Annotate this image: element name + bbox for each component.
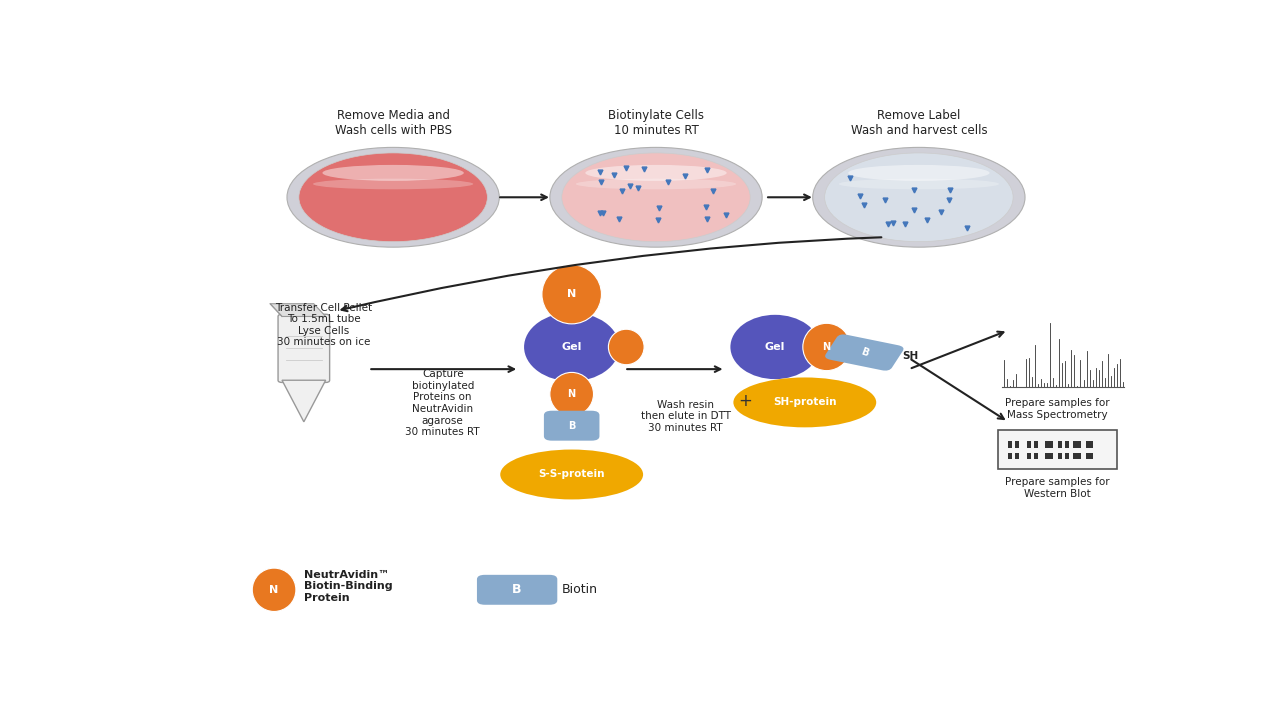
Ellipse shape [550,372,594,415]
Text: Wash resin
then elute in DTT
30 minutes RT: Wash resin then elute in DTT 30 minutes … [641,400,731,433]
Ellipse shape [733,377,877,428]
Bar [1027,453,1030,459]
Bar [1073,441,1076,448]
Text: Remove Media and
Wash cells with PBS: Remove Media and Wash cells with PBS [334,109,452,137]
Bar [1044,453,1048,459]
Ellipse shape [731,315,819,379]
Text: SH-protein: SH-protein [773,397,837,408]
Ellipse shape [838,179,998,189]
Text: B: B [512,583,522,596]
Bar [998,430,1117,469]
Bar [998,319,1128,391]
Bar [1073,453,1076,459]
Bar [1009,441,1012,448]
Text: B: B [568,420,576,431]
Bar [1009,453,1012,459]
Ellipse shape [314,179,474,189]
Bar [1048,453,1052,459]
Bar [1027,441,1030,448]
Bar [1065,441,1069,448]
Text: Gel: Gel [562,342,582,352]
Bar [1057,441,1061,448]
Ellipse shape [550,148,762,247]
Ellipse shape [576,179,736,189]
Bar [1085,453,1089,459]
Ellipse shape [849,165,989,181]
Text: Prepare samples for
Western Blot: Prepare samples for Western Blot [1006,477,1110,499]
Ellipse shape [524,312,620,382]
Bar [1065,453,1069,459]
Text: Prepare samples for
Mass Spectrometry: Prepare samples for Mass Spectrometry [1006,398,1110,420]
Bar [1015,453,1019,459]
Ellipse shape [541,265,602,324]
Polygon shape [282,380,325,422]
Bar [1089,441,1093,448]
Bar [1076,441,1080,448]
Ellipse shape [585,165,727,181]
Text: S-S-protein: S-S-protein [539,469,605,480]
Polygon shape [270,304,325,317]
Bar [1034,441,1038,448]
Text: NeutrAvidin™
Biotin-Binding
Protein: NeutrAvidin™ Biotin-Binding Protein [303,570,393,603]
Bar [1076,453,1080,459]
Bar [1034,453,1038,459]
Ellipse shape [287,148,499,247]
FancyBboxPatch shape [544,410,599,441]
Bar [1057,453,1061,459]
Ellipse shape [608,329,644,365]
Text: Capture
biotinylated
Proteins on
NeutrAvidin
agarose
30 minutes RT: Capture biotinylated Proteins on NeutrAv… [406,369,480,437]
Text: N: N [567,389,576,399]
Ellipse shape [813,148,1025,247]
Bar [1048,441,1052,448]
Bar [1089,453,1093,459]
Text: Transfer Cell Pellet
To 1.5mL tube
Lyse Cells
30 minutes on ice: Transfer Cell Pellet To 1.5mL tube Lyse … [275,302,372,348]
Text: N: N [270,585,279,595]
FancyBboxPatch shape [826,334,904,371]
Text: SH: SH [902,351,918,361]
Text: Remove Label
Wash and harvest cells: Remove Label Wash and harvest cells [851,109,987,137]
Text: Biotinylate Cells
10 minutes RT: Biotinylate Cells 10 minutes RT [608,109,704,137]
Ellipse shape [500,449,643,500]
Text: Gel: Gel [765,342,785,352]
Text: Biotin: Biotin [562,583,598,596]
Ellipse shape [300,153,488,242]
Bar [1044,441,1048,448]
Bar [1015,441,1019,448]
FancyBboxPatch shape [278,314,330,382]
FancyBboxPatch shape [477,575,557,605]
Ellipse shape [323,165,463,181]
Bar [1085,441,1089,448]
Text: +: + [739,392,753,410]
Ellipse shape [824,153,1014,242]
Text: N: N [823,342,831,352]
Text: N: N [567,289,576,300]
Ellipse shape [252,568,296,611]
Ellipse shape [562,153,750,242]
Ellipse shape [803,323,850,371]
Text: B: B [859,346,869,359]
